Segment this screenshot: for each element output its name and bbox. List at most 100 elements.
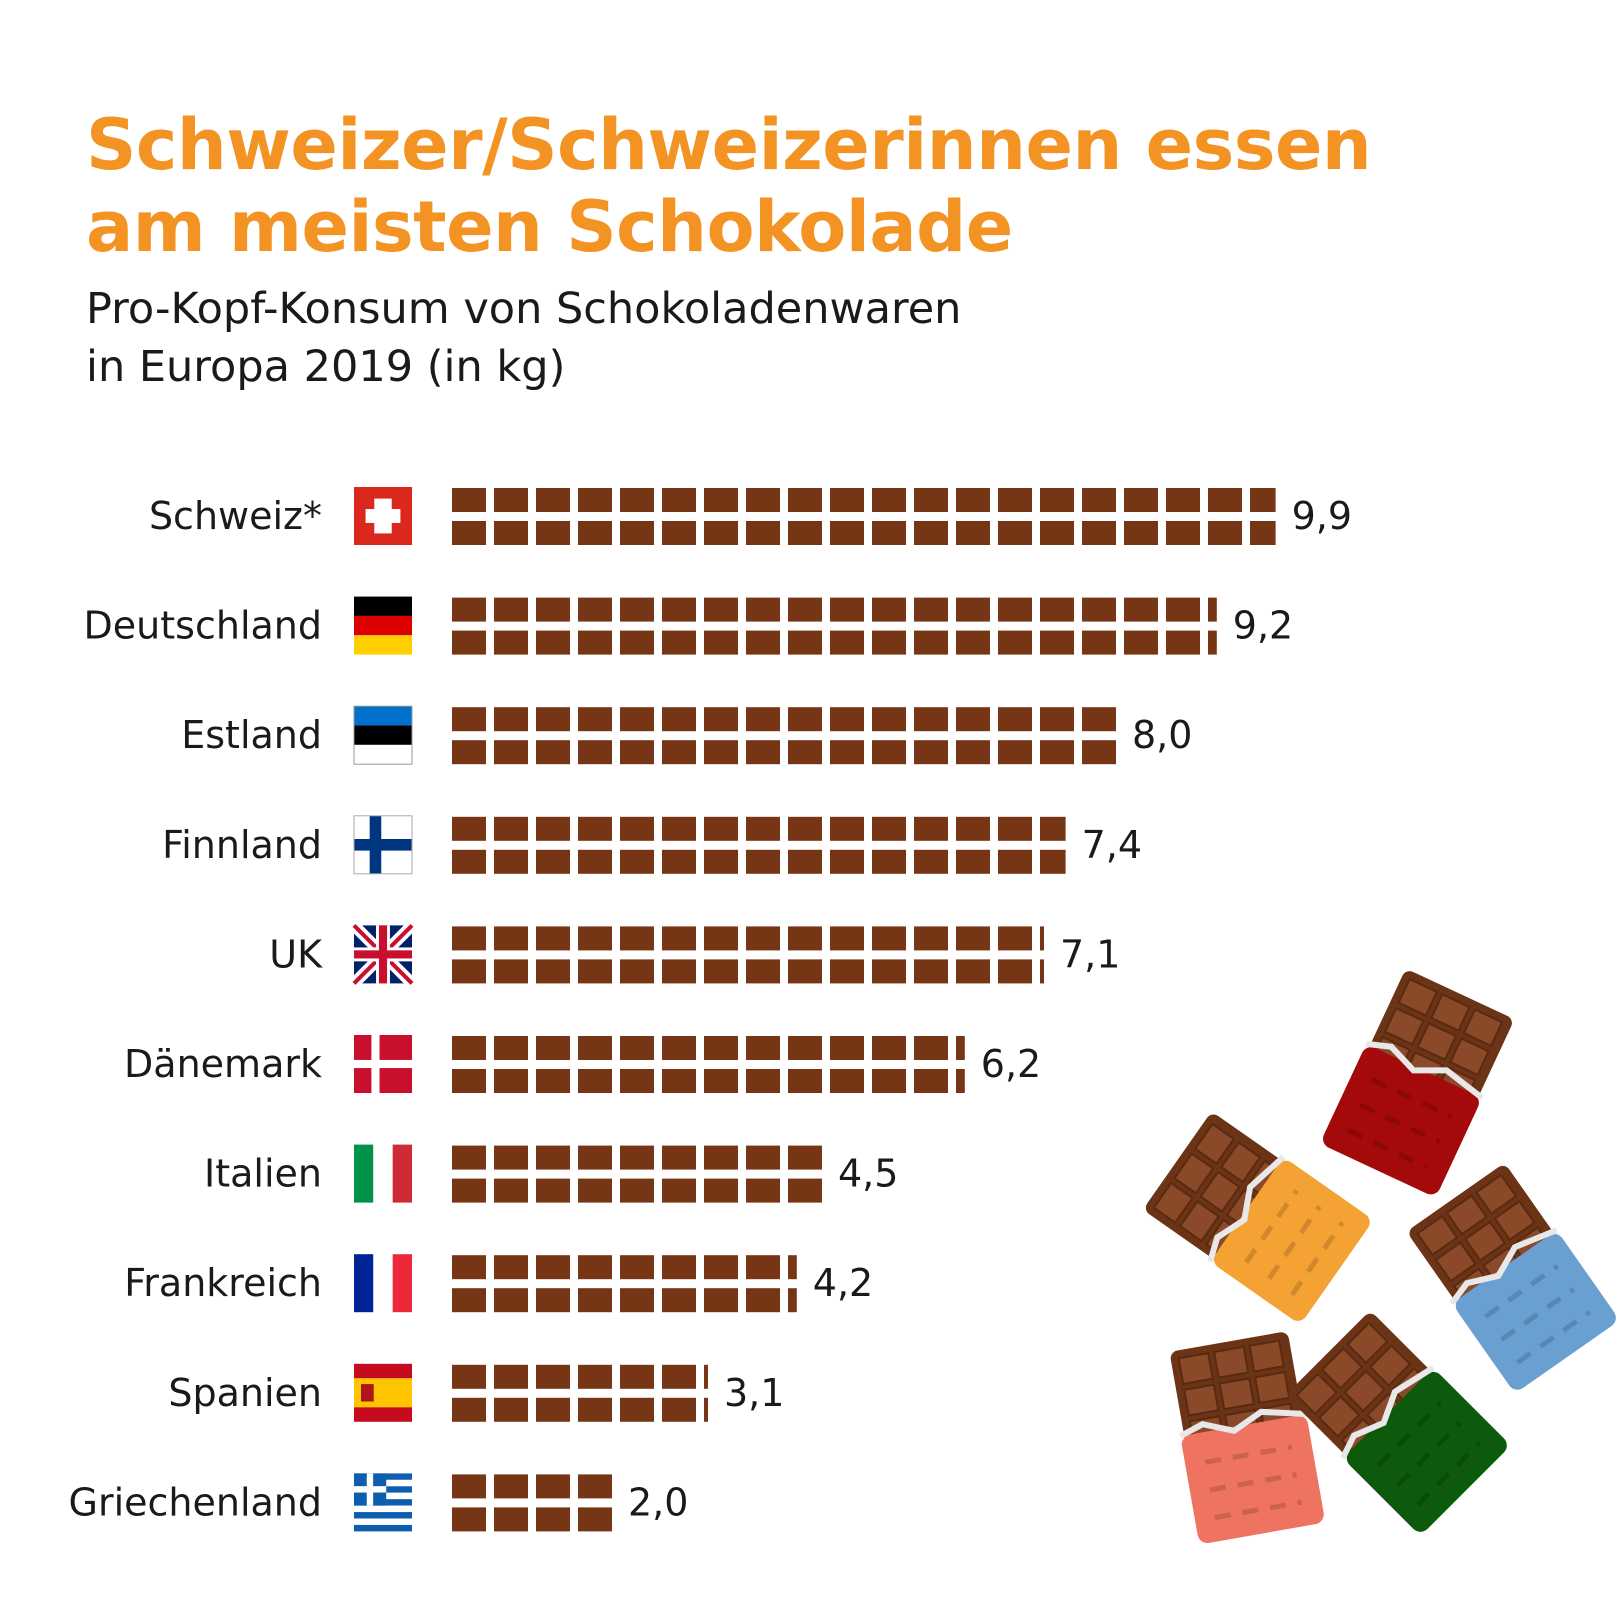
flag-switzerland-icon xyxy=(354,487,412,545)
chart-subtitle: Pro-Kopf-Konsum von Schokoladenwaren in E… xyxy=(86,280,961,396)
chocolate-piece xyxy=(704,1397,708,1422)
chocolate-piece xyxy=(578,1036,612,1060)
chocolate-piece xyxy=(1040,740,1074,765)
chocolate-piece xyxy=(956,521,990,545)
chocolate-piece xyxy=(620,1288,654,1313)
chocolate-piece xyxy=(1040,488,1074,512)
chocolate-piece xyxy=(494,1145,528,1170)
chocolate-piece xyxy=(452,740,486,765)
chocolate-piece xyxy=(494,959,528,984)
chocolate-piece xyxy=(914,1036,948,1060)
category-label: Griechenland xyxy=(69,1480,323,1524)
category-label: Finnland xyxy=(162,823,322,867)
chocolate-piece xyxy=(830,488,864,512)
chocolate-piece xyxy=(1166,488,1200,512)
chocolate-piece xyxy=(1040,816,1066,841)
chocolate-piece xyxy=(788,1178,822,1203)
chocolate-piece xyxy=(914,816,948,841)
chocolate-piece xyxy=(494,1397,528,1422)
chocolate-piece xyxy=(1124,597,1158,622)
chocolate-piece xyxy=(536,959,570,984)
chocolate-piece xyxy=(956,597,990,622)
chocolate-piece xyxy=(620,1145,654,1170)
chocolate-piece xyxy=(788,926,822,951)
chocolate-piece xyxy=(662,926,696,951)
chocolate-piece xyxy=(746,488,780,512)
chocolate-piece xyxy=(998,707,1032,732)
chocolate-piece xyxy=(914,926,948,951)
chocolate-piece xyxy=(1040,849,1066,874)
chocolate-piece xyxy=(494,849,528,874)
chocolate-piece xyxy=(578,1288,612,1313)
chocolate-piece xyxy=(452,488,486,512)
chocolate-piece xyxy=(620,740,654,765)
chocolate-piece xyxy=(914,707,948,732)
chocolate-piece xyxy=(914,740,948,765)
chocolate-piece xyxy=(872,707,906,732)
chocolate-bar-icon xyxy=(1170,1332,1324,1544)
chocolate-piece xyxy=(788,816,822,841)
chocolate-piece xyxy=(620,521,654,545)
chocolate-piece xyxy=(536,488,570,512)
chocolate-piece xyxy=(620,1364,654,1389)
chocolate-bar-icon xyxy=(1409,1165,1616,1390)
chocolate-piece xyxy=(620,1036,654,1060)
flag-greece-icon xyxy=(354,1473,412,1532)
chocolate-piece xyxy=(578,488,612,512)
chocolate-piece xyxy=(452,597,486,622)
chocolate-piece xyxy=(956,849,990,874)
chocolate-piece xyxy=(452,816,486,841)
chocolate-piece xyxy=(788,740,822,765)
chocolate-piece xyxy=(872,816,906,841)
chocolate-piece xyxy=(914,959,948,984)
chocolate-piece xyxy=(494,597,528,622)
chocolate-piece xyxy=(494,1288,528,1313)
chocolate-piece xyxy=(494,1036,528,1060)
chocolate-piece xyxy=(536,1036,570,1060)
chocolate-piece xyxy=(788,1145,822,1170)
chocolate-piece xyxy=(788,488,822,512)
chocolate-piece xyxy=(452,926,486,951)
chocolate-piece xyxy=(956,707,990,732)
flag-uk-icon xyxy=(349,921,417,988)
chocolate-piece xyxy=(662,1178,696,1203)
value-label: 8,0 xyxy=(1132,713,1192,757)
value-label: 4,2 xyxy=(813,1261,873,1305)
chocolate-piece xyxy=(704,849,738,874)
value-label: 7,4 xyxy=(1082,823,1142,867)
flag-germany-icon xyxy=(354,596,412,655)
chocolate-piece xyxy=(998,816,1032,841)
chocolate-piece xyxy=(536,816,570,841)
bar-row: Spanien 3,1 xyxy=(168,1363,784,1422)
chocolate-piece xyxy=(536,630,570,655)
chocolate-piece xyxy=(536,521,570,545)
value-label: 4,5 xyxy=(838,1152,898,1196)
category-label: Deutschland xyxy=(84,604,322,648)
chocolate-piece xyxy=(788,597,822,622)
chocolate-piece xyxy=(746,926,780,951)
chocolate-piece xyxy=(620,1178,654,1203)
chocolate-piece xyxy=(662,816,696,841)
bar-row: Finnland 7,4 xyxy=(162,815,1142,875)
chocolate-piece xyxy=(746,707,780,732)
chocolate-piece xyxy=(620,1069,654,1093)
chocolate-piece xyxy=(704,630,738,655)
chocolate-piece xyxy=(1124,630,1158,655)
title-line-2: am meisten Schokolade xyxy=(86,186,1013,268)
chocolate-piece xyxy=(914,630,948,655)
chocolate-piece xyxy=(998,849,1032,874)
value-label: 9,2 xyxy=(1233,604,1293,648)
category-label: UK xyxy=(269,932,323,976)
bar-row: Estland 8,0 xyxy=(181,705,1192,765)
chocolate-piece xyxy=(872,926,906,951)
chocolate-piece xyxy=(1082,488,1116,512)
chocolate-piece xyxy=(956,926,990,951)
chocolate-piece xyxy=(578,521,612,545)
chocolate-piece xyxy=(1124,488,1158,512)
chocolate-piece xyxy=(494,816,528,841)
chocolate-piece xyxy=(620,1255,654,1280)
chocolate-piece xyxy=(830,849,864,874)
chocolate-piece xyxy=(1040,521,1074,545)
chocolate-piece xyxy=(662,1036,696,1060)
